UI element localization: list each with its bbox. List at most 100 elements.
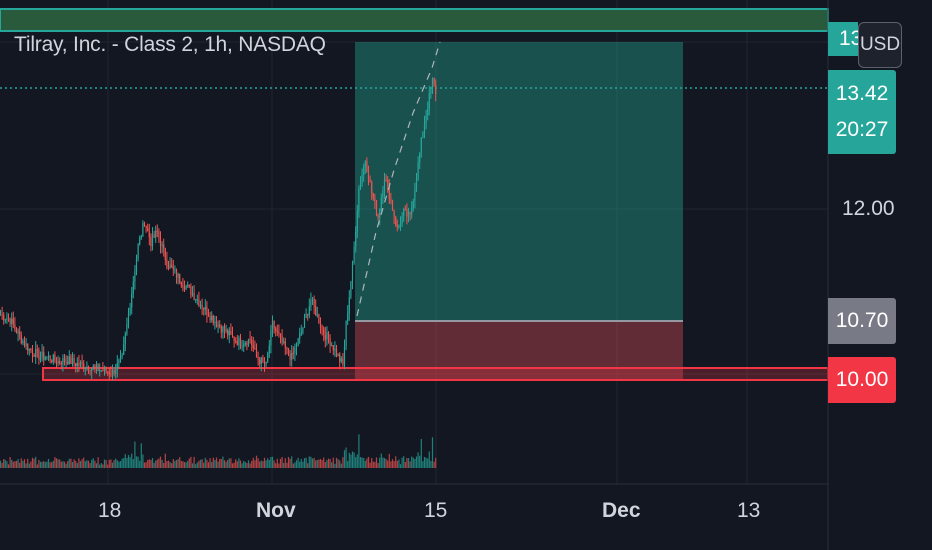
volume-bar — [153, 462, 155, 468]
candle-body — [283, 341, 285, 343]
candle-body — [273, 320, 275, 329]
volume-bar — [268, 459, 270, 468]
volume-bar — [420, 439, 422, 468]
candle-body — [326, 332, 328, 340]
profit-zone[interactable] — [355, 42, 683, 321]
volume-bar — [91, 459, 93, 468]
volume-bar — [339, 460, 341, 468]
volume-bar — [60, 461, 62, 468]
candle-body — [425, 115, 427, 124]
volume-bar — [371, 457, 373, 468]
candle-body — [294, 347, 296, 353]
volume-bar — [398, 459, 400, 468]
candle-body — [391, 200, 394, 211]
candle-body — [183, 286, 186, 290]
currency-button[interactable]: USD — [858, 22, 902, 68]
candle-body — [318, 314, 320, 324]
volume-bar — [22, 460, 24, 468]
volume-bar — [294, 462, 296, 468]
volume-bar — [262, 461, 264, 468]
support-zone[interactable] — [42, 367, 829, 381]
volume-bar — [364, 460, 366, 468]
candle-body — [390, 199, 392, 201]
volume-bar — [401, 457, 403, 468]
candle-body — [217, 324, 219, 327]
volume-bar — [311, 458, 314, 468]
volume-bar — [46, 461, 48, 468]
volume-bar — [407, 458, 410, 468]
candle-body — [193, 293, 195, 300]
candle-body — [169, 264, 171, 269]
candle-body — [239, 337, 242, 347]
candle-body — [281, 335, 283, 343]
projected-path[interactable] — [356, 41, 441, 317]
candle-body — [11, 318, 13, 324]
candle-body — [255, 348, 258, 358]
volume-bar — [158, 458, 160, 468]
volume-bar — [70, 458, 72, 468]
volume-bar — [132, 459, 134, 468]
volume-bar — [417, 452, 419, 468]
candle-body — [123, 344, 125, 355]
volume-bar — [193, 456, 195, 468]
candle-body — [12, 318, 14, 325]
volume-bar — [102, 464, 104, 468]
candle-body — [375, 200, 378, 215]
current-price-badge: 13.42 20:27 — [828, 70, 896, 154]
volume-bar — [207, 462, 210, 468]
candle-body — [251, 339, 253, 346]
candle-body — [260, 357, 262, 365]
volume-bar — [310, 456, 312, 468]
volume-bar — [103, 459, 106, 468]
volume-bar — [254, 460, 256, 468]
candle-body — [158, 231, 160, 238]
candle-body — [276, 330, 278, 332]
volume-bar — [76, 463, 78, 468]
candle-body — [147, 227, 149, 231]
volume-bar — [14, 461, 16, 468]
volume-bar — [359, 457, 362, 468]
candle-body — [129, 307, 131, 314]
candle-body — [28, 348, 30, 351]
current-price-value: 13.42 — [835, 82, 889, 105]
volume-bar — [33, 458, 35, 468]
volume-bar — [235, 459, 237, 468]
candle-body — [171, 264, 173, 267]
volume-bar — [327, 458, 330, 468]
volume-bar — [12, 461, 14, 468]
volume-bar — [7, 464, 10, 468]
candle-body — [267, 353, 269, 362]
candle-body — [291, 352, 293, 360]
candle-body — [350, 282, 352, 298]
candle-body — [430, 88, 432, 94]
volume-bar — [422, 461, 424, 468]
candle-body — [196, 299, 198, 301]
volume-bar — [395, 456, 397, 468]
candle-body — [175, 269, 178, 278]
candle-body — [27, 343, 29, 351]
candle-body — [225, 329, 227, 332]
volume-bar — [142, 454, 144, 468]
volume-bar — [379, 457, 381, 468]
resistance-zone[interactable] — [0, 8, 829, 32]
candle-body — [54, 354, 56, 361]
candle-body — [420, 137, 422, 153]
volume-bar — [406, 458, 408, 468]
candle-body — [233, 336, 235, 342]
candle-body — [84, 368, 86, 370]
candle-body — [163, 244, 165, 249]
volume-bar — [430, 460, 432, 468]
chart-title: Tilray, Inc. - Class 2, 1h, NASDAQ — [14, 33, 326, 56]
volume-bar — [255, 455, 258, 468]
candle-body — [52, 354, 54, 363]
volume-bar — [134, 441, 136, 468]
volume-bar — [139, 460, 141, 468]
candle-body — [97, 364, 99, 372]
volume-bar — [3, 459, 5, 468]
volume-bar — [57, 459, 59, 468]
loss-zone[interactable] — [355, 321, 683, 380]
volume-bar — [399, 464, 402, 468]
volume-bar — [206, 459, 208, 468]
candle-body — [57, 361, 59, 364]
